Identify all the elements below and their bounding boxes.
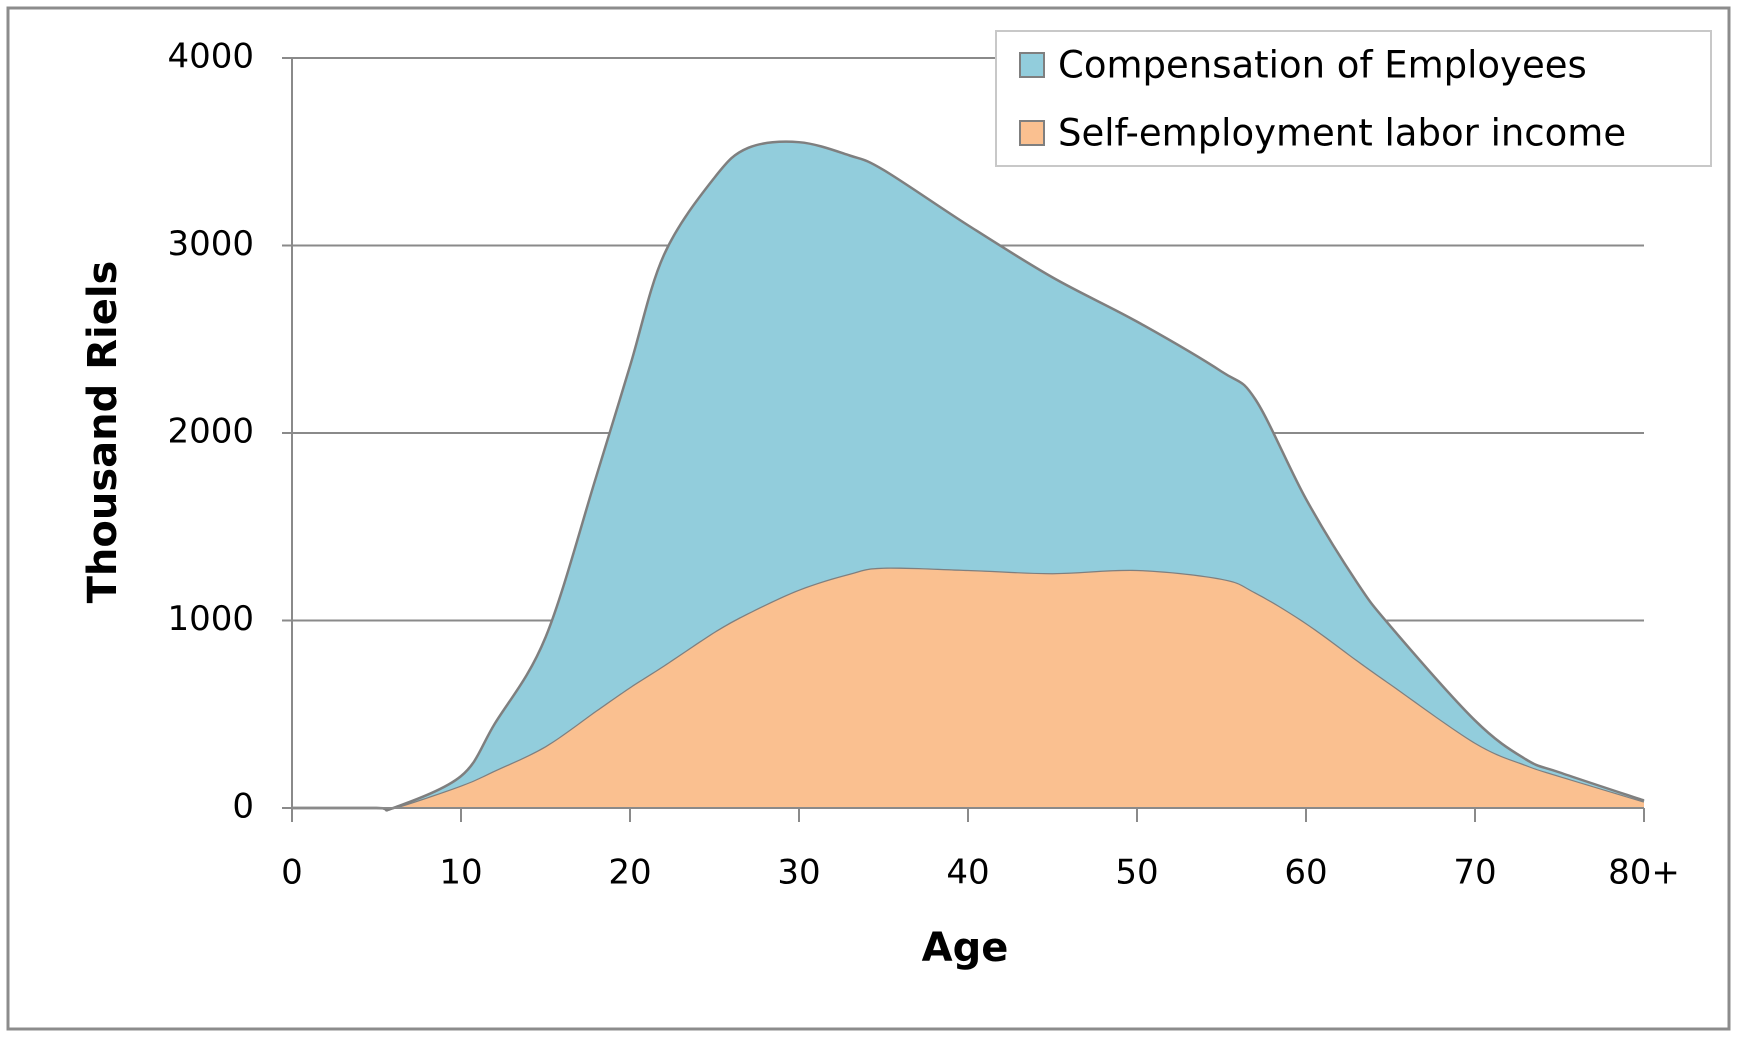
y-axis-title: Thousand Riels <box>80 261 126 604</box>
y-tick-label: 3000 <box>167 224 254 264</box>
area <box>292 567 1644 810</box>
axes: 0 1000 2000 3000 4000 0 10 20 30 40 50 60 70 80+ <box>167 37 1679 893</box>
x-axis-title: Age <box>922 925 1009 971</box>
x-tick-label: 80+ <box>1608 853 1680 893</box>
x-tick-label: 20 <box>608 853 651 893</box>
y-tick-label: 0 <box>232 787 254 827</box>
y-tick-label: 2000 <box>167 412 254 452</box>
legend-swatch <box>1019 120 1045 146</box>
x-tick-label: 70 <box>1453 853 1496 893</box>
area-outline <box>291 140 1645 812</box>
x-tick-label: 40 <box>946 853 989 893</box>
x-tick-label: 30 <box>777 853 820 893</box>
legend: Compensation of Employees Self-employment… <box>995 30 1712 167</box>
plot-area <box>291 140 1645 812</box>
x-tick-label: 0 <box>281 853 303 893</box>
legend-label: Self-employment labor income <box>1058 112 1626 155</box>
x-tick-label: 10 <box>439 853 482 893</box>
x-tick-label: 60 <box>1284 853 1327 893</box>
x-tick-label: 50 <box>1115 853 1158 893</box>
legend-swatch <box>1019 52 1045 78</box>
y-tick-label: 1000 <box>167 599 254 639</box>
legend-box <box>995 30 1712 167</box>
legend-label: Compensation of Employees <box>1058 44 1587 87</box>
y-tick-label: 4000 <box>167 37 254 77</box>
area <box>292 141 1644 811</box>
